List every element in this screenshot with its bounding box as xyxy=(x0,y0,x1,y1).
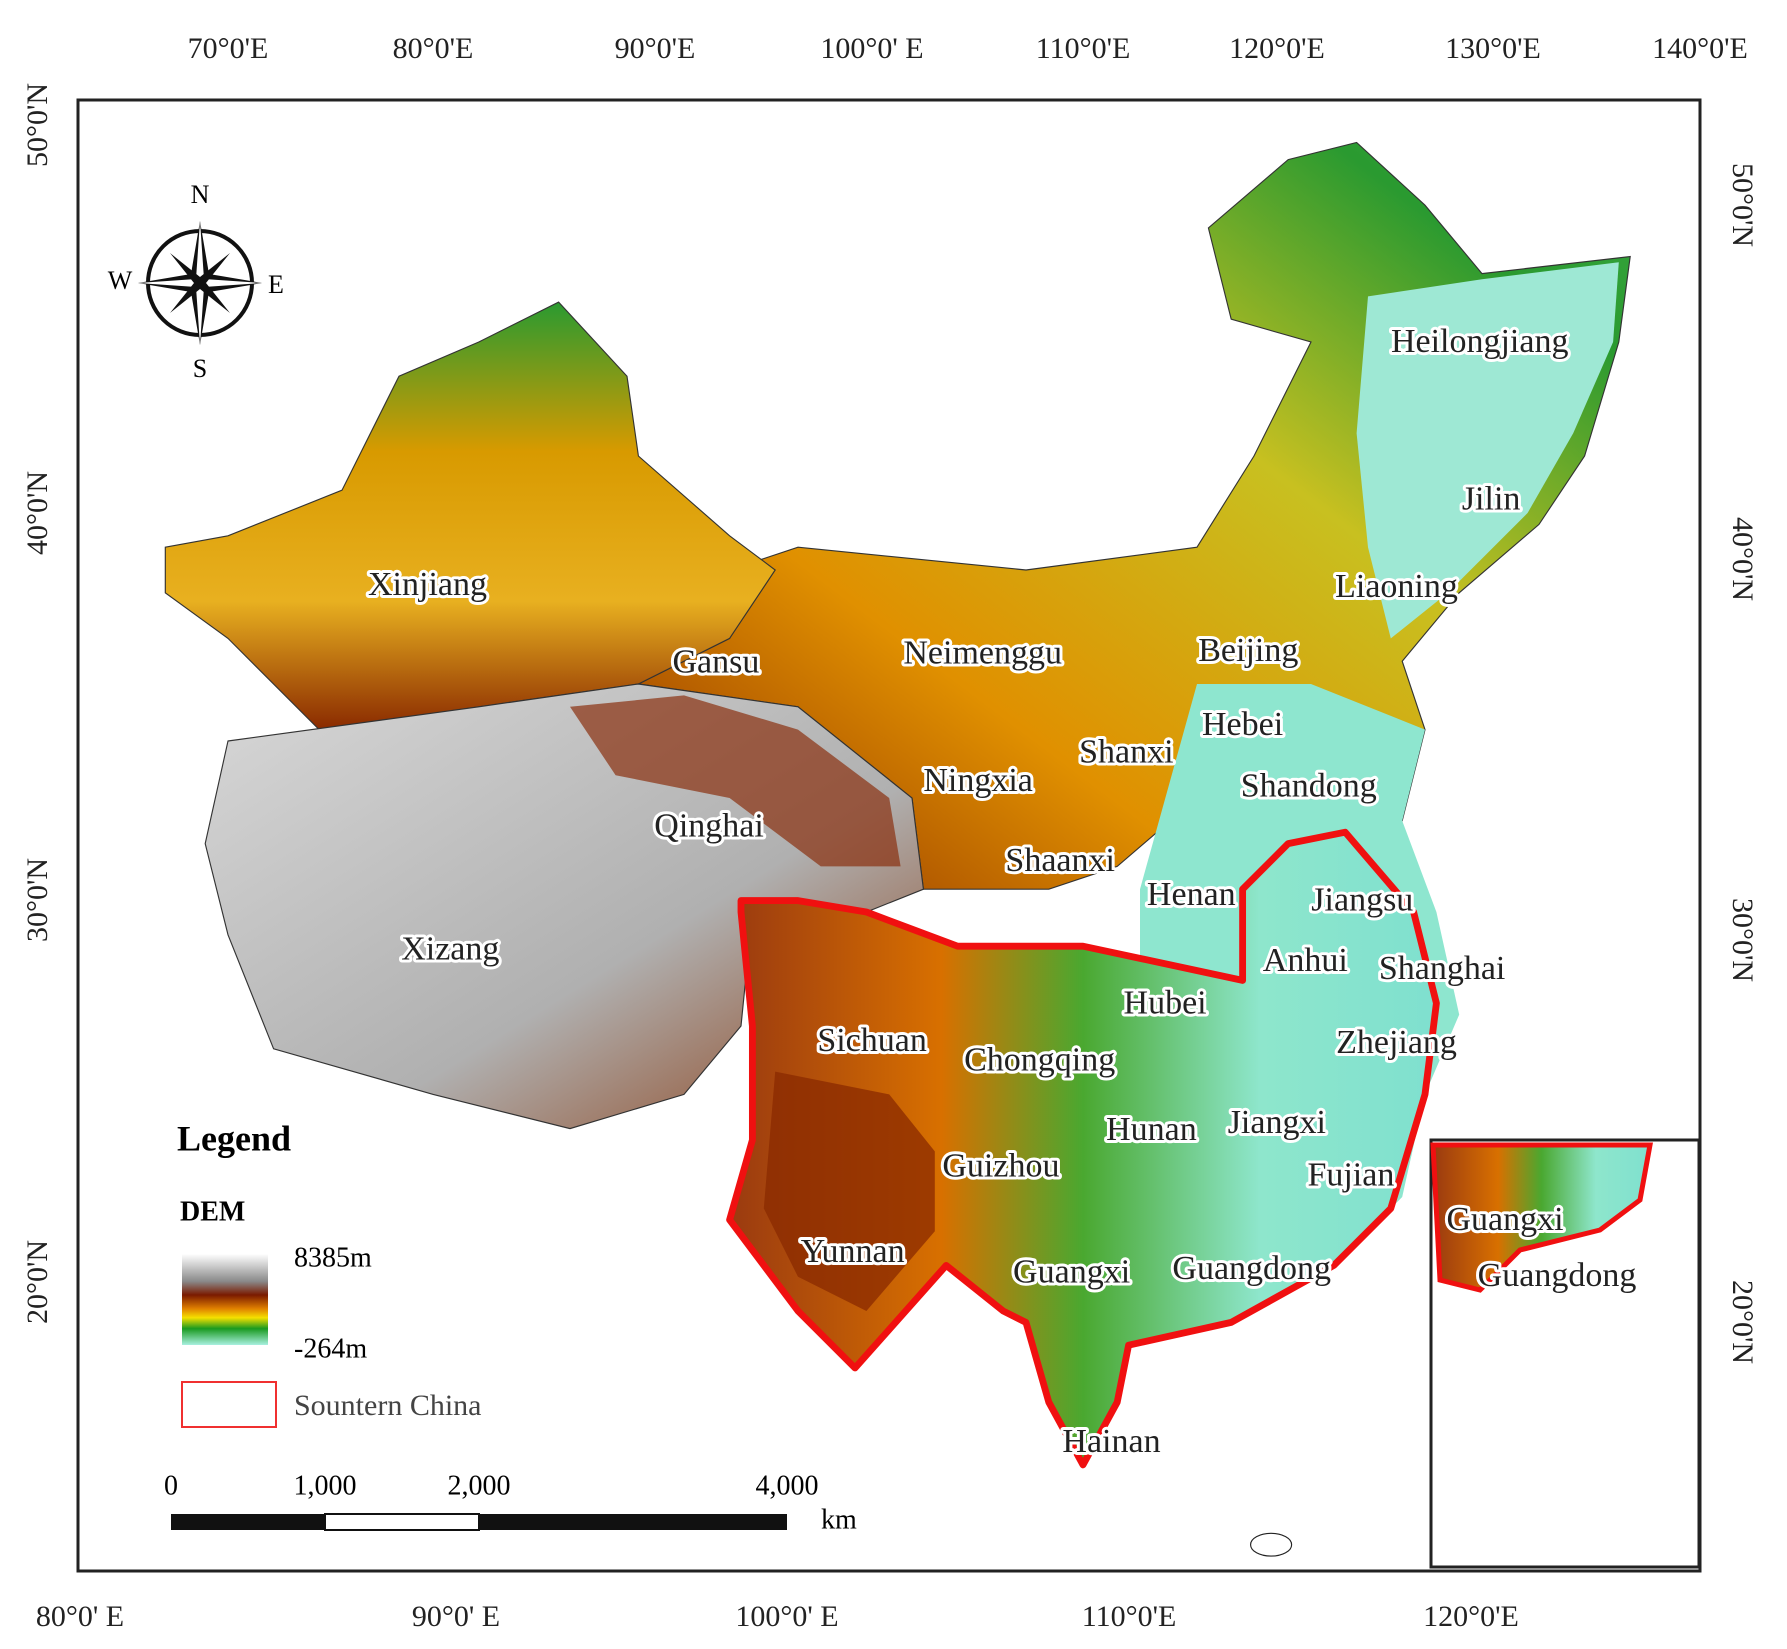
province-label: Xizang xyxy=(401,931,499,968)
qinghai-highland xyxy=(570,695,901,867)
legend-max: 8385m xyxy=(294,1242,372,1273)
province-label: Guangxi xyxy=(1013,1253,1130,1290)
left-graticule-label: 20°0'N xyxy=(21,1240,54,1324)
province-label: Xinjiang xyxy=(368,566,487,603)
left-graticule-label: 30°0'N xyxy=(21,858,54,942)
province-label: Beijing xyxy=(1198,632,1298,669)
province-label: Chongqing xyxy=(964,1041,1115,1078)
scale-bar-segment xyxy=(171,1514,325,1530)
southern-china xyxy=(726,828,1440,1469)
top-graticule-label: 130°0'E xyxy=(1445,32,1541,65)
province-label: Guizhou xyxy=(942,1147,1059,1184)
legend-dem: DEM xyxy=(180,1196,245,1227)
top-graticule-label: 70°0'E xyxy=(188,32,269,65)
bottom-graticule-label: 80°0' E xyxy=(36,1600,124,1633)
legend-min: -264m xyxy=(294,1333,367,1364)
province-label: Hunan xyxy=(1106,1111,1197,1148)
province-label: Ningxia xyxy=(923,762,1033,799)
province-label: Hubei xyxy=(1124,984,1207,1021)
top-graticule-label: 90°0'E xyxy=(615,32,696,65)
right-graticule-label: 40°0'N xyxy=(1726,517,1759,601)
scale-unit: km xyxy=(821,1504,857,1535)
right-graticule-label: 30°0'N xyxy=(1726,898,1759,982)
scale-bar-label: 1,000 xyxy=(294,1470,357,1501)
right-graticule-label: 20°0'N xyxy=(1726,1280,1759,1364)
inset-label: Guangdong xyxy=(1478,1257,1637,1294)
northeast-plain xyxy=(1356,262,1619,639)
left-graticule-label: 50°0'N xyxy=(21,83,54,167)
province-label: Shandong xyxy=(1241,768,1377,805)
province-label: Sichuan xyxy=(817,1022,927,1059)
province-label: Qinghai xyxy=(654,808,764,845)
province-label: Fujian xyxy=(1307,1156,1394,1193)
compass-e: E xyxy=(268,270,284,299)
province-label: Jilin xyxy=(1462,480,1521,517)
top-graticule-label: 80°0'E xyxy=(393,32,474,65)
scale-bar-segment xyxy=(324,1513,480,1531)
yunnan-highland xyxy=(763,1071,935,1311)
top-graticule-label: 140°0'E xyxy=(1652,32,1748,65)
province-label: Zhejiang xyxy=(1336,1024,1457,1061)
legend-colorbar xyxy=(182,1254,268,1345)
province-label: Jiangsu xyxy=(1311,882,1413,919)
legend-region: Sountern China xyxy=(294,1389,482,1422)
compass-w: W xyxy=(108,266,133,295)
province-label: Anhui xyxy=(1263,942,1348,979)
scale-bar-segment xyxy=(479,1514,787,1530)
province-label: Heilongjiang xyxy=(1391,323,1569,360)
province-label: Neimenggu xyxy=(903,634,1062,671)
province-label: Shaanxi xyxy=(1005,842,1115,879)
compass-s: S xyxy=(193,354,207,383)
legend-title: Legend xyxy=(177,1118,291,1158)
province-label: Hainan xyxy=(1062,1423,1160,1460)
province-label: Yunnan xyxy=(801,1233,905,1270)
left-graticule-label: 40°0'N xyxy=(21,471,54,555)
province-label: Liaoning xyxy=(1335,568,1458,605)
scale-bar-label: 0 xyxy=(164,1470,178,1501)
inset-map xyxy=(1430,1142,1653,1293)
right-graticule-label: 50°0'N xyxy=(1726,163,1759,247)
compass-n: N xyxy=(191,180,210,209)
top-graticule-label: 110°0'E xyxy=(1036,32,1131,65)
compass: N S E W xyxy=(108,180,284,383)
xinjiang-region xyxy=(164,301,776,731)
country xyxy=(164,141,1631,1557)
scale-bar-label: 4,000 xyxy=(756,1470,819,1501)
province-label: Hebei xyxy=(1202,706,1283,743)
top-graticule-label: 100°0' E xyxy=(820,32,923,65)
inset-label: Guangxi xyxy=(1446,1201,1563,1238)
top-graticule-label: 120°0'E xyxy=(1229,32,1325,65)
province-label: Shanghai xyxy=(1379,950,1506,987)
province-label: Shanxi xyxy=(1079,733,1173,770)
bottom-graticule-label: 120°0'E xyxy=(1423,1600,1519,1633)
bottom-graticule-label: 90°0' E xyxy=(412,1600,500,1633)
province-label: Gansu xyxy=(672,643,759,680)
scale-bar-label: 2,000 xyxy=(448,1470,511,1501)
province-label: Jiangxi xyxy=(1228,1104,1326,1141)
bottom-graticule-label: 110°0'E xyxy=(1082,1600,1177,1633)
province-label: Guangdong xyxy=(1172,1250,1331,1287)
legend-region-swatch xyxy=(181,1381,277,1428)
province-label: Henan xyxy=(1147,876,1236,913)
taiwan xyxy=(1250,1532,1293,1557)
bottom-graticule-label: 100°0' E xyxy=(735,1600,838,1633)
